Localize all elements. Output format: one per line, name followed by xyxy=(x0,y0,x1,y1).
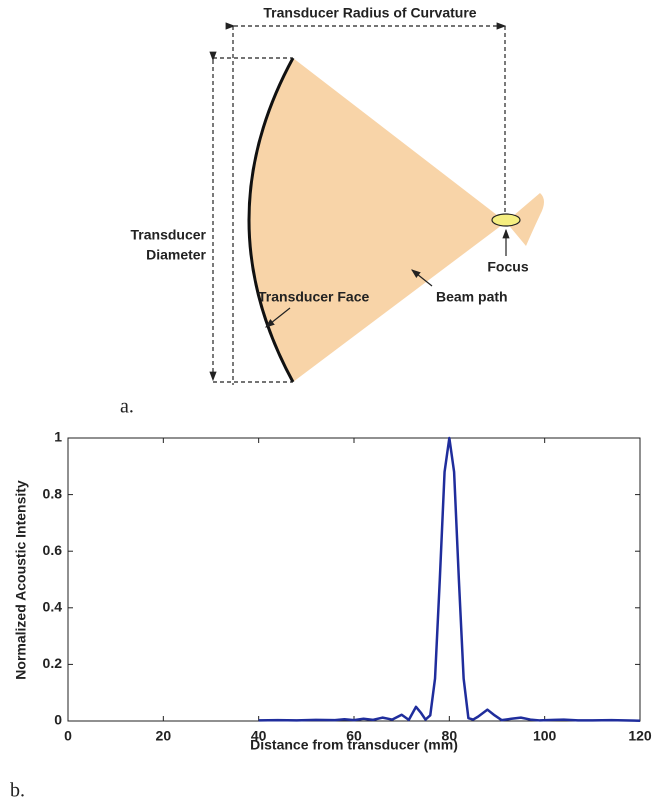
transducer-face xyxy=(247,57,295,383)
y-tick-label: 0 xyxy=(54,712,62,728)
line xyxy=(258,436,641,722)
beam-label: Beam path xyxy=(436,289,508,305)
x-tick-label: 20 xyxy=(156,728,172,744)
y-tick-label: 0.2 xyxy=(43,655,63,671)
dimension-lines xyxy=(209,22,507,385)
x-tick-label: 120 xyxy=(628,728,652,744)
diameter-label: Transducer xyxy=(131,227,207,243)
panel-label: a. xyxy=(120,396,134,418)
focus-label: Focus xyxy=(487,259,528,275)
x-tick-label: 60 xyxy=(346,728,362,744)
focus xyxy=(491,213,521,227)
x-tick-label: 100 xyxy=(533,728,557,744)
face-label: Transducer Face xyxy=(258,289,369,305)
panel-label: b. xyxy=(10,780,25,802)
beam-flare xyxy=(506,193,544,246)
x-tick-label: 80 xyxy=(442,728,458,744)
y-tick-label: 0.8 xyxy=(43,485,63,501)
x-tick-label: 40 xyxy=(251,728,267,744)
beam xyxy=(249,58,506,382)
radius-label: Transducer Radius of Curvature xyxy=(263,5,476,21)
y-tick-label: 0.4 xyxy=(43,599,63,615)
beam-arrow xyxy=(411,269,433,287)
plot-frame xyxy=(67,437,641,722)
diameter-label: Diameter xyxy=(146,247,206,263)
face-arrow xyxy=(265,307,291,328)
y-tick-label: 0.6 xyxy=(43,542,63,558)
x-tick-label: 0 xyxy=(64,728,72,744)
x-axis-label: Distance from transducer (mm) xyxy=(250,737,458,753)
y-axis-label: Normalized Acoustic Intensity xyxy=(13,480,29,680)
y-tick-label: 1 xyxy=(54,429,62,445)
